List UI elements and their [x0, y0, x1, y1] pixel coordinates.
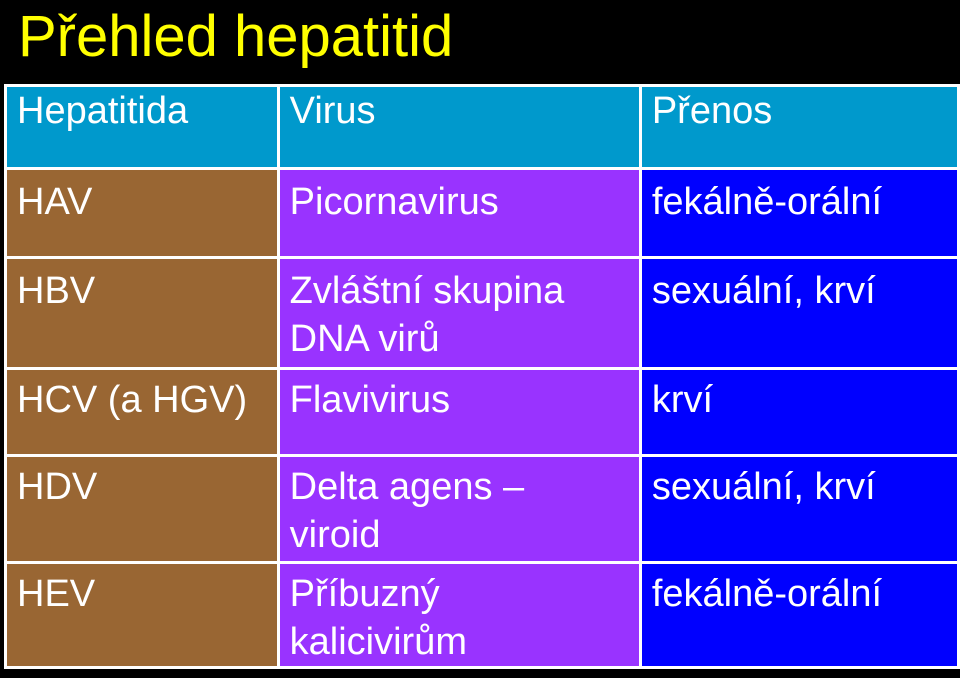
cell-prenos: sexuální, krví — [638, 256, 960, 370]
hepatitis-table: Hepatitida Virus Přenos HAV Picornavirus… — [4, 84, 960, 669]
cell-virus-line: DNA virů — [289, 318, 440, 360]
cell-hepatitida: HCV (a HGV) — [4, 367, 280, 457]
cell-hepatitida: HBV — [4, 256, 280, 370]
cell-hepatitida: HDV — [4, 454, 280, 564]
cell-virus: Picornavirus — [276, 167, 642, 259]
cell-virus-line: kalicivirům — [289, 621, 468, 663]
table-row: HCV (a HGV) Flavivirus krví — [4, 367, 960, 457]
cell-virus: Flavivirus — [276, 367, 642, 457]
cell-virus-line: Picornavirus — [289, 181, 499, 223]
cell-prenos: sexuální, krví — [638, 454, 960, 564]
header-virus: Virus — [276, 84, 642, 170]
cell-prenos: fekálně-orální — [638, 167, 960, 259]
slide-title: Přehled hepatitid — [18, 4, 454, 69]
cell-virus-line: Delta agens – — [289, 466, 525, 508]
cell-virus: Zvláštní skupina DNA virů — [276, 256, 642, 370]
cell-virus-line: viroid — [289, 514, 381, 556]
header-hepatitida: Hepatitida — [4, 84, 280, 170]
cell-virus-line: Zvláštní skupina — [289, 270, 565, 312]
cell-hepatitida: HEV — [4, 561, 280, 669]
table-row: HAV Picornavirus fekálně-orální — [4, 167, 960, 259]
cell-virus: Příbuzný kalicivirům — [276, 561, 642, 669]
cell-prenos: fekálně-orální — [638, 561, 960, 669]
cell-virus: Delta agens – viroid — [276, 454, 642, 564]
cell-virus-line: Příbuzný — [289, 573, 440, 615]
cell-virus-line: Flavivirus — [289, 379, 451, 421]
cell-hepatitida: HAV — [4, 167, 280, 259]
table-row: HEV Příbuzný kalicivirům fekálně-orální — [4, 561, 960, 669]
cell-prenos: krví — [638, 367, 960, 457]
header-prenos: Přenos — [638, 84, 960, 170]
table-row: HDV Delta agens – viroid sexuální, krví — [4, 454, 960, 564]
table-row: HBV Zvláštní skupina DNA virů sexuální, … — [4, 256, 960, 370]
table-header-row: Hepatitida Virus Přenos — [4, 84, 960, 170]
